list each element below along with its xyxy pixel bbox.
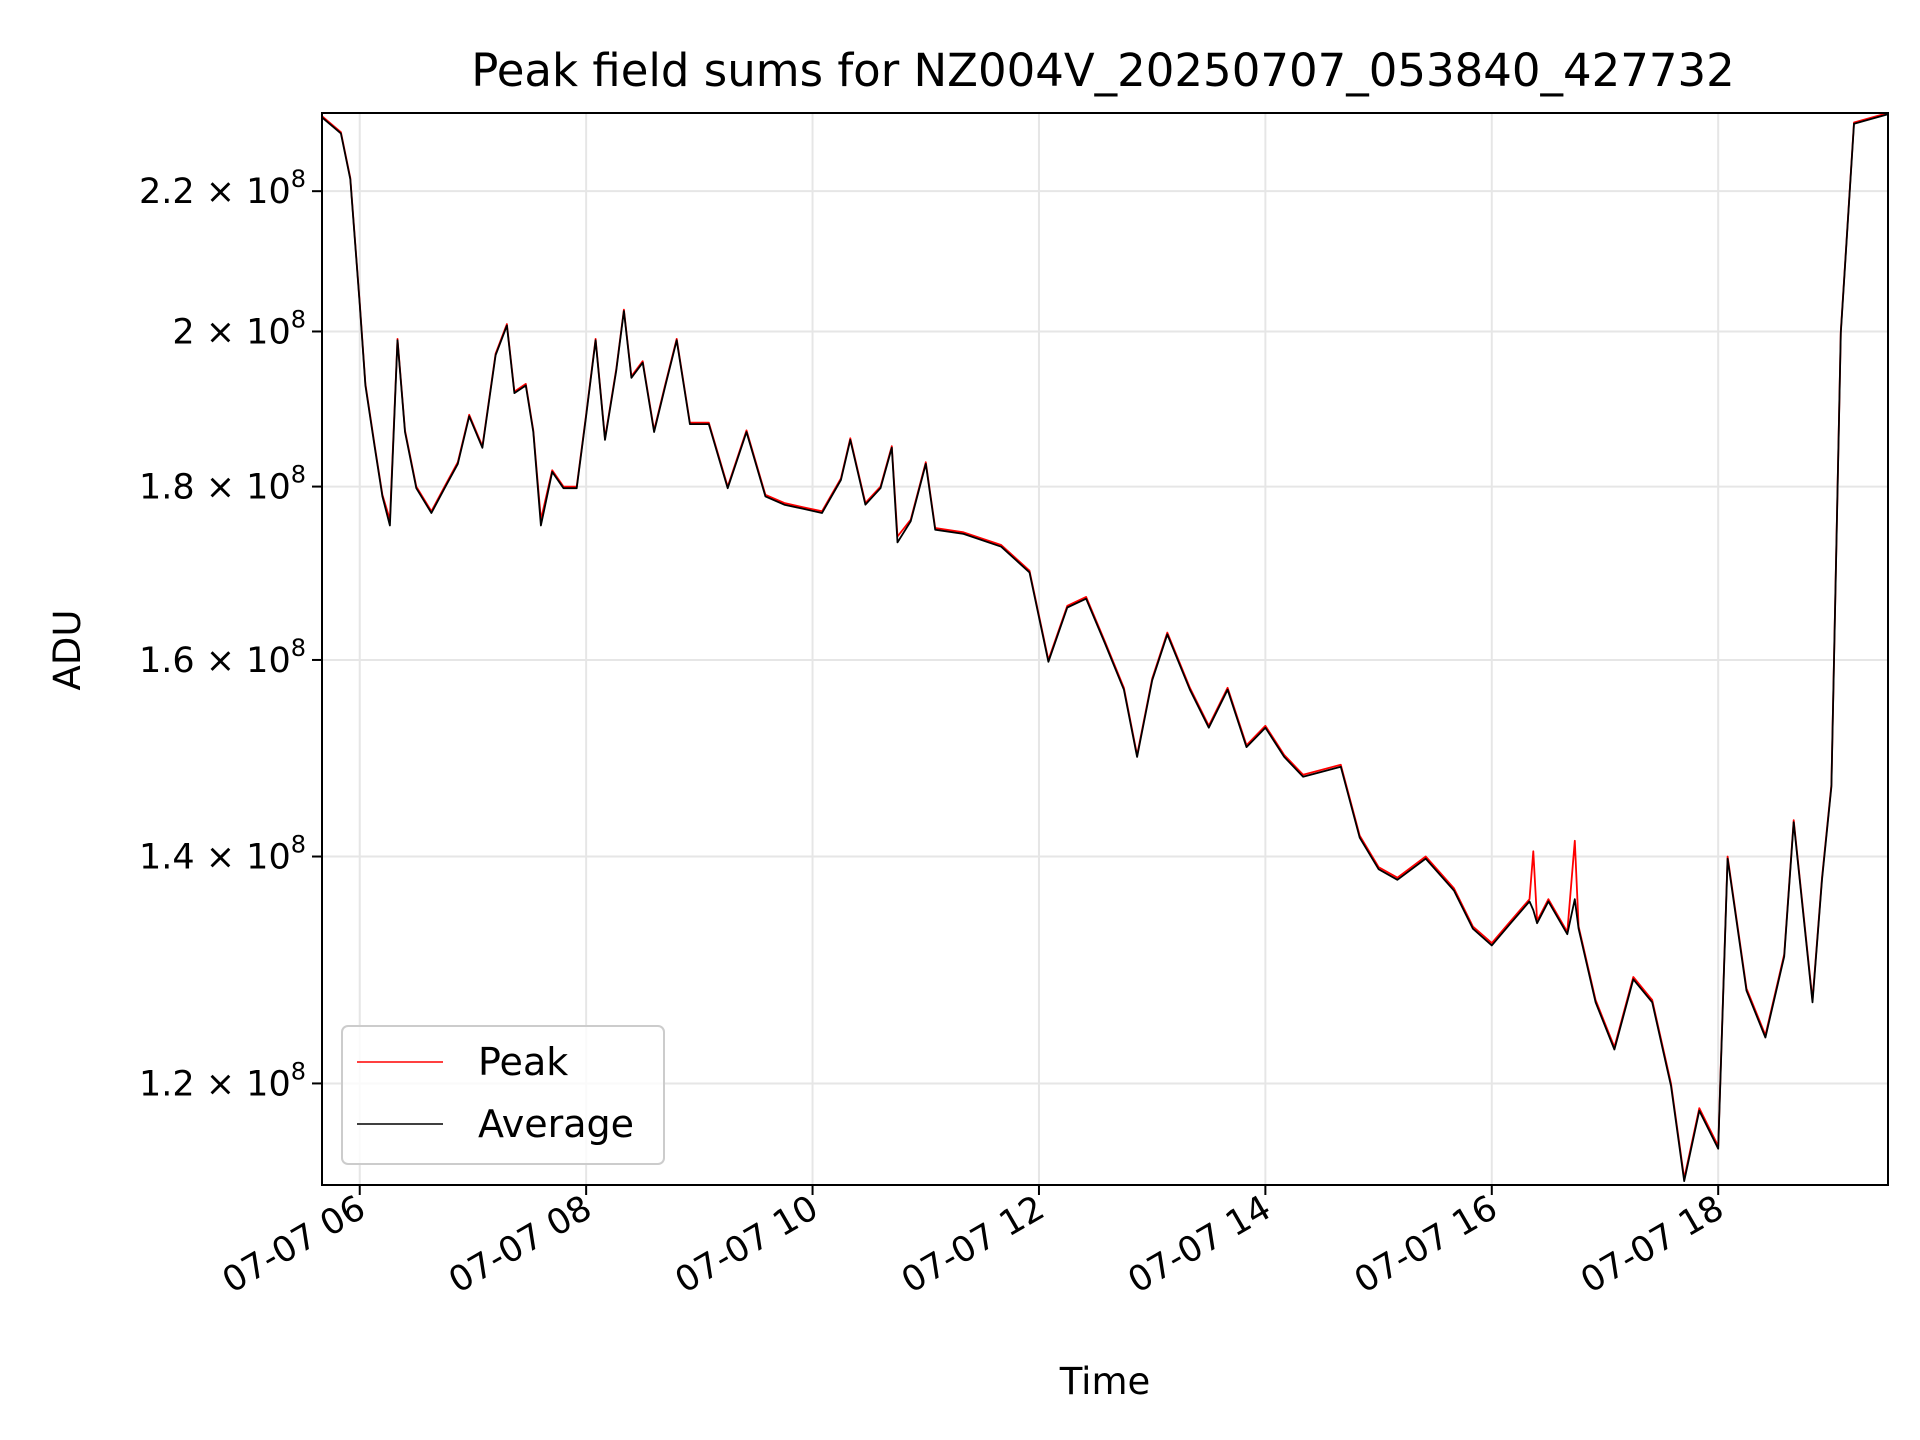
- y-tick-label: 1.8 × 108: [139, 461, 306, 508]
- y-tick-exponent: 8: [291, 1057, 306, 1085]
- legend: Peak Average: [341, 1025, 665, 1165]
- series-line-average: [321, 113, 1889, 1182]
- plot-frame: [321, 112, 1889, 1186]
- y-tick-label: 1.2 × 108: [139, 1057, 306, 1104]
- y-tick-exponent: 8: [291, 461, 306, 489]
- y-tick-label: 2 × 108: [172, 305, 306, 352]
- x-axis-label: Time: [1059, 1360, 1151, 1403]
- legend-label-peak: Peak: [478, 1040, 568, 1084]
- y-tick-mantissa: 1.2 × 10: [139, 1064, 291, 1104]
- y-tick-mantissa: 2.2 × 10: [139, 172, 291, 212]
- y-tick-mantissa: 1.6 × 10: [139, 641, 291, 681]
- y-tick-label: 2.2 × 108: [139, 165, 306, 212]
- series-lines: [321, 112, 1889, 1182]
- y-tick-label: 1.4 × 108: [139, 831, 306, 878]
- y-tick-exponent: 8: [291, 831, 306, 859]
- chart-title: Peak field sums for NZ004V_20250707_0538…: [471, 44, 1735, 97]
- legend-label-average: Average: [478, 1102, 634, 1146]
- y-axis-label: ADU: [46, 610, 89, 691]
- y-tick-mantissa: 2 × 10: [172, 312, 290, 352]
- y-tick-mantissa: 1.8 × 10: [139, 468, 291, 508]
- y-tick-label: 1.6 × 108: [139, 634, 306, 681]
- y-tick-exponent: 8: [291, 305, 306, 333]
- y-tick-exponent: 8: [291, 165, 306, 193]
- y-tick-exponent: 8: [291, 634, 306, 662]
- grid: [322, 113, 1888, 1185]
- legend-box: [341, 1025, 665, 1165]
- y-tick-mantissa: 1.4 × 10: [139, 838, 291, 878]
